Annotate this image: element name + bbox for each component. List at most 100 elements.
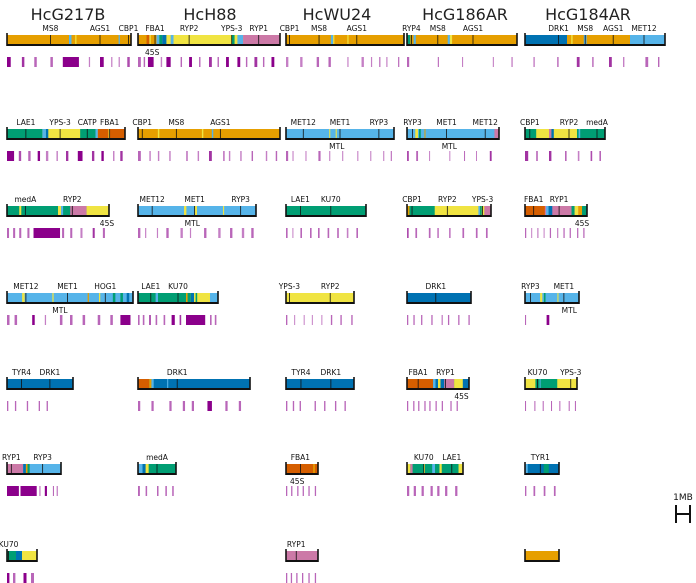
chromosome: MET12 MET1 RYP3 MTL: [137, 195, 257, 238]
synteny-segment: [438, 379, 441, 389]
density-mark: [225, 401, 228, 411]
synteny-segment: [407, 206, 410, 216]
density-mark: [13, 573, 16, 583]
density-mark: [80, 228, 83, 238]
density-mark: [44, 315, 47, 325]
density-mark: [449, 151, 451, 161]
gene-label: CBP1: [402, 195, 422, 204]
density-mark: [330, 315, 333, 325]
density-mark: [101, 151, 104, 161]
density-mark: [583, 228, 585, 238]
region-label: MTL: [562, 306, 578, 315]
density-mark: [100, 57, 104, 67]
density-mark: [92, 228, 95, 238]
chromosome: MET12 MET1 HOG1 MTL: [6, 282, 134, 325]
density-mark: [456, 401, 458, 411]
synteny-segment: [112, 293, 116, 303]
synteny-segment: [439, 464, 442, 474]
chromosome-bar: [286, 35, 404, 45]
chromosome: RYP1: [285, 540, 319, 583]
density-mark: [297, 486, 299, 496]
density-mark: [429, 151, 431, 161]
synteny-segment: [525, 129, 537, 139]
density-mark: [458, 315, 460, 325]
synteny-segment: [444, 379, 455, 389]
synteny-segment: [69, 35, 72, 45]
density-mark: [14, 401, 17, 411]
density-mark: [437, 486, 440, 496]
synteny-segment: [582, 206, 587, 216]
synteny-segment: [150, 35, 157, 45]
density-mark: [658, 57, 660, 67]
gene-label: MET12: [139, 195, 165, 204]
density-mark: [21, 57, 25, 67]
synteny-segment: [546, 206, 549, 216]
density-mark: [537, 228, 539, 238]
gene-label: RYP1: [550, 195, 569, 204]
density-mark: [286, 57, 289, 67]
density-mark: [576, 57, 580, 67]
synteny-segment: [525, 464, 528, 474]
gene-label: KU70: [168, 282, 188, 291]
density-mark: [218, 228, 221, 238]
synteny-segment: [211, 129, 214, 139]
density-mark: [485, 228, 488, 238]
column-header-0: HcG217B: [31, 5, 106, 24]
chromosome: FBA1 45S: [285, 453, 319, 496]
density-mark: [209, 57, 212, 67]
density-mark: [210, 315, 212, 325]
gene-label: KU70: [414, 453, 434, 462]
gene-label: RYP1: [2, 453, 21, 462]
gene-label: CBP1: [520, 118, 540, 127]
density-mark: [143, 57, 146, 67]
density-mark: [180, 228, 183, 238]
synteny-segment: [16, 551, 22, 561]
density-mark: [346, 228, 349, 238]
density-mark: [557, 57, 559, 67]
density-mark: [180, 57, 183, 67]
density-mark: [204, 228, 207, 238]
density-mark: [543, 486, 546, 496]
synteny-segment: [138, 464, 143, 474]
density-mark: [328, 57, 331, 67]
gene-label: AGS1: [210, 118, 231, 127]
density-mark: [476, 151, 477, 161]
chromosome: TYR1: [524, 453, 560, 496]
synteny-segment: [156, 35, 160, 45]
density-mark: [265, 151, 268, 161]
synteny-segment: [222, 206, 225, 216]
density-mark: [251, 151, 254, 161]
density-mark: [241, 228, 245, 238]
gene-label: RYP2: [321, 282, 340, 291]
chromosome-grid: MS8 AGS1 CBP1 FBA1 RYP2 YPS-3 RYP1 45S CBP1 MS8 AG…: [0, 24, 666, 583]
synteny-segment: [95, 129, 98, 139]
density-mark: [398, 57, 400, 67]
gene-label: DRK1: [548, 24, 569, 33]
synteny-segment: [347, 35, 349, 45]
region-label: MTL: [185, 219, 201, 228]
synteny-segment: [574, 206, 579, 216]
density-mark: [166, 57, 171, 67]
synteny-segment: [120, 293, 123, 303]
chromosome-bar: [525, 35, 665, 45]
synteny-segment: [145, 464, 149, 474]
density-mark: [7, 486, 19, 496]
density-mark: [327, 228, 330, 238]
synteny-segment: [454, 379, 463, 389]
chromosome-bar: [286, 206, 366, 216]
density-mark: [334, 401, 337, 411]
synteny-segment: [548, 206, 553, 216]
density-mark: [525, 151, 529, 161]
synteny-segment: [138, 379, 150, 389]
chromosome-bar: [7, 293, 133, 303]
gene-label: DRK1: [40, 368, 61, 377]
density-mark: [311, 315, 313, 325]
density-mark: [157, 486, 159, 496]
chromosome: RYP1 RYP3: [2, 453, 62, 496]
synteny-segment: [458, 464, 463, 474]
density-mark: [565, 151, 567, 161]
density-mark: [344, 401, 346, 411]
synteny-segment: [184, 206, 187, 216]
density-mark: [314, 486, 317, 496]
